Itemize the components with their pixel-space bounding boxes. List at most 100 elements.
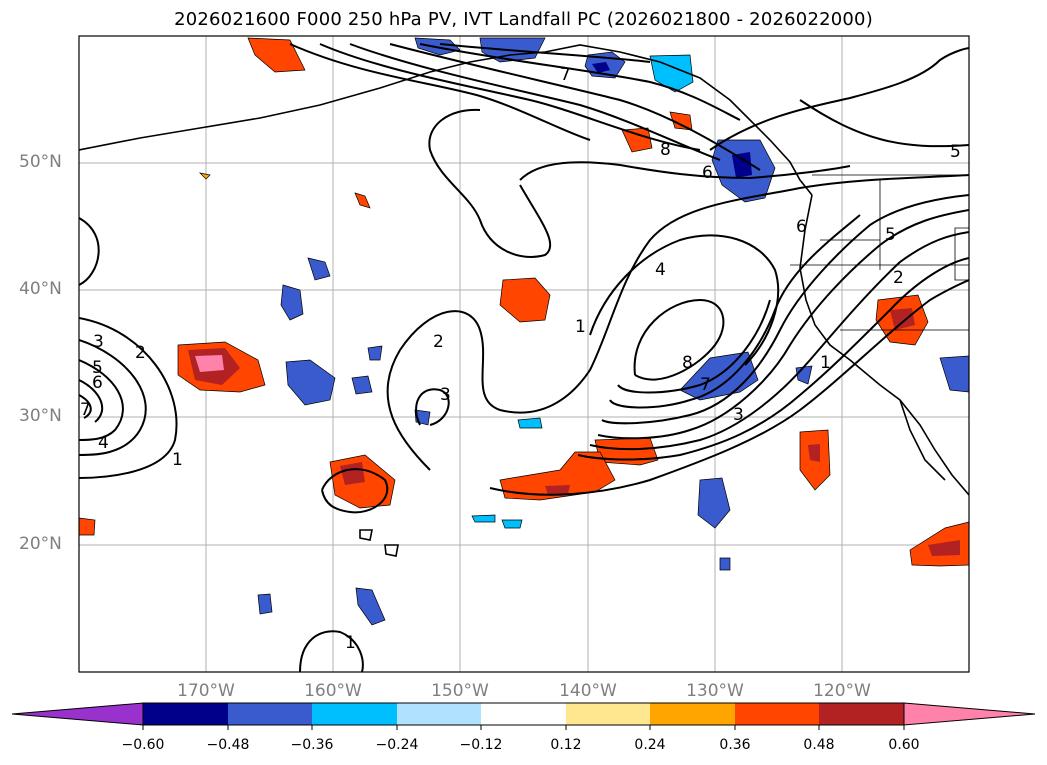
pv-contour xyxy=(799,99,969,148)
pv-contour xyxy=(79,359,124,441)
colorbar-tick-label: −0.60 xyxy=(121,737,165,753)
pv-contour xyxy=(289,43,591,141)
colorbar-tick-label: −0.48 xyxy=(206,737,250,753)
coastlines xyxy=(79,44,969,557)
colorbar-tick-label: 0.12 xyxy=(550,737,582,753)
contour-label: 4 xyxy=(655,260,666,280)
blob-negative xyxy=(367,345,383,361)
pv-contour xyxy=(419,43,741,121)
contour-label: 1 xyxy=(345,633,356,653)
blob-negative xyxy=(649,54,694,93)
contour-label: 2 xyxy=(135,343,146,363)
contour-label: 1 xyxy=(820,353,831,373)
lat-label-40: 40°N xyxy=(19,279,62,299)
pv-contour xyxy=(489,279,969,496)
map-title: 2026021600 F000 250 hPa PV, IVT Landfall… xyxy=(174,9,873,30)
blob-negative-dark xyxy=(732,152,752,178)
blob-positive-dark xyxy=(890,308,915,330)
contour-label: 6 xyxy=(92,373,103,393)
lon-label-150w: 150°W xyxy=(431,681,489,701)
pv-contour xyxy=(428,108,552,258)
contour-label: 1 xyxy=(575,317,586,337)
contour-label: 2 xyxy=(433,332,444,352)
pv-contour xyxy=(439,43,651,63)
pv-contour xyxy=(349,43,721,161)
blob-negative xyxy=(939,355,969,393)
pv-contour xyxy=(709,47,969,151)
blob-positive xyxy=(247,37,306,73)
blob-positive-dark xyxy=(928,540,960,556)
blob-negative xyxy=(280,284,304,321)
colorbar-tick-label: 0.60 xyxy=(888,737,920,753)
contour-label: 3 xyxy=(440,385,451,405)
lat-label-20: 20°N xyxy=(19,534,62,554)
hawaii-island xyxy=(384,544,399,557)
contour-label: 8 xyxy=(660,140,671,160)
country-borders xyxy=(790,174,969,331)
pv-contour xyxy=(519,161,851,181)
contour-label: 8 xyxy=(682,353,693,373)
pv-contours xyxy=(79,43,969,672)
blob-negative xyxy=(719,557,731,571)
contour-label: 5 xyxy=(950,142,961,162)
contour-label: 6 xyxy=(796,217,807,237)
blob-positive xyxy=(499,451,616,501)
pv-contour xyxy=(597,209,969,440)
pv-contour xyxy=(617,299,771,394)
blob-negative xyxy=(697,477,731,529)
pv-contour xyxy=(299,630,364,672)
blob-negative xyxy=(501,519,523,529)
blob-negative xyxy=(517,417,543,429)
blob-positive-dark xyxy=(808,444,820,462)
pv-contour xyxy=(319,43,701,151)
pv-contour xyxy=(577,257,969,461)
contour-label: 3 xyxy=(93,332,104,352)
pv-contour xyxy=(79,339,147,456)
colorbar-tick-label: 0.48 xyxy=(803,737,835,753)
contour-labels: 1 2 3 5 6 7 4 2 3 1 4 8 7 3 1 2 5 6 6 8 … xyxy=(80,65,961,653)
lat-label-30: 30°N xyxy=(19,406,62,426)
blob-negative xyxy=(285,359,336,406)
contour-label: 4 xyxy=(98,433,109,453)
na-west-coast xyxy=(799,194,969,496)
blob-positive xyxy=(198,172,211,180)
blob-positive-dark xyxy=(545,485,570,495)
blob-negative xyxy=(307,257,331,281)
colorbar-tick-label: 0.24 xyxy=(634,737,666,753)
contour-label: 3 xyxy=(733,405,744,425)
blob-positive-dark xyxy=(340,462,365,485)
lon-label-120w: 120°W xyxy=(813,681,871,701)
pv-contour xyxy=(415,388,450,426)
colorbar-tick-label: −0.36 xyxy=(290,737,334,753)
blob-negative xyxy=(257,593,273,615)
blob-negative-dark xyxy=(592,62,610,73)
blob-negative xyxy=(471,514,496,523)
lon-label-160w: 160°W xyxy=(304,681,362,701)
contour-label: 5 xyxy=(885,225,896,245)
pv-contour xyxy=(321,468,389,514)
lon-label-130w: 130°W xyxy=(686,681,744,701)
pv-contour xyxy=(386,174,969,471)
map-frame xyxy=(78,35,970,673)
pv-contour xyxy=(589,231,969,451)
hawaii-island xyxy=(359,529,373,541)
pv-contour xyxy=(601,194,969,425)
blob-positive xyxy=(79,517,96,536)
contour-label: 1 xyxy=(172,450,183,470)
contour-label: 7 xyxy=(560,65,571,85)
lon-label-140w: 140°W xyxy=(559,681,617,701)
blob-positive xyxy=(354,192,371,209)
blob-negative xyxy=(351,375,373,395)
contour-label: 7 xyxy=(80,400,91,420)
pv-contour xyxy=(609,214,861,409)
pv-contour xyxy=(79,379,104,423)
contour-label: 7 xyxy=(700,375,711,395)
pv-contour xyxy=(633,298,725,381)
blob-positive-light xyxy=(195,355,224,372)
blob-positive xyxy=(499,277,551,323)
colorbar-tick-label: −0.12 xyxy=(459,737,503,753)
alaska-coast xyxy=(79,44,813,196)
baja-coast xyxy=(899,399,946,481)
pv-contour xyxy=(79,394,92,419)
